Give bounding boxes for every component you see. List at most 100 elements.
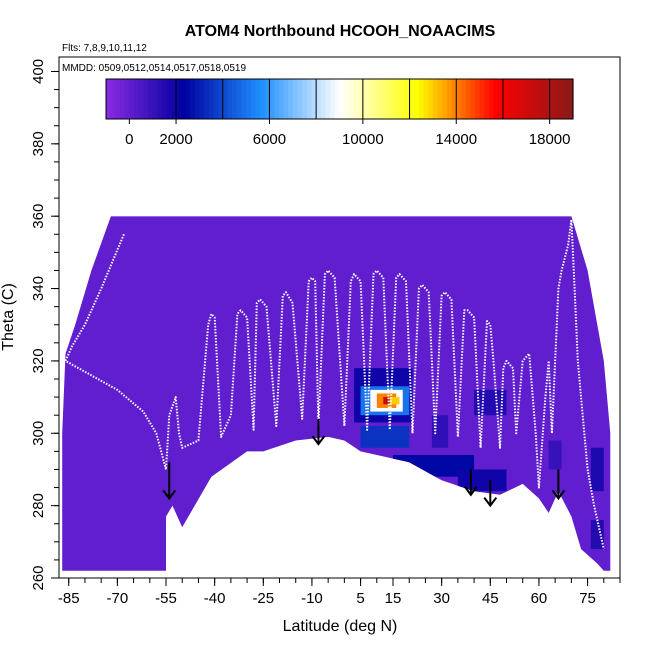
heatmap-cell [360,426,410,448]
colorbar-cell [208,79,215,119]
y-tick-label: 380 [30,131,47,156]
x-tick-label: -10 [301,590,323,607]
colorbar-cell [241,79,247,119]
colorbar-cell [390,79,397,119]
heatmap-cell [383,397,390,405]
colorbar-cell [372,79,378,119]
colorbar-cell [451,79,457,119]
x-tick-label: 15 [385,590,402,607]
colorbar-cell [204,79,210,119]
colorbar-cell [306,79,313,119]
colorbar-cell [129,79,135,119]
colorbar-cell [465,79,471,119]
colorbar-cell [428,79,434,119]
colorbar-cell [558,79,565,119]
colorbar-cell [138,79,144,119]
colorbar-cell [470,79,476,119]
flight-track [64,218,605,550]
colorbar-cell [563,79,569,119]
heatmap-cell [590,447,604,492]
colorbar-cell [288,79,294,119]
colorbar-cell [232,79,238,119]
colorbar-cell [124,79,130,119]
colorbar-cell [302,79,308,119]
down-arrow [311,418,326,446]
colorbar-cell [134,79,140,119]
colorbar-cell [218,79,224,119]
colorbar-cell [512,79,518,119]
colorbar-cell [269,79,275,119]
colorbar-cell [442,79,448,119]
colorbar-cell [535,79,541,119]
colorbar-cell [316,79,322,119]
colorbar-cell [330,79,336,119]
colorbar-cell [549,79,555,119]
colorbar-cell [255,79,261,119]
colorbar-cell [213,79,219,119]
colorbar-cell [106,79,112,119]
heatmap-cell [389,397,400,405]
colorbar-cell [339,79,345,119]
colorbar-cell [148,79,154,119]
colorbar-cell [227,79,233,119]
colorbar-cell [292,79,299,119]
colorbar-cell [418,79,425,119]
x-tick-label: -55 [155,590,177,607]
colorbar-cell [432,79,439,119]
colorbar-cell [185,79,191,119]
colorbar-cell [334,79,341,119]
plot-area [62,216,611,571]
colorbar-cell [474,79,481,119]
x-tick-label: 5 [356,590,364,607]
colorbar-cell [540,79,546,119]
colorbar-cell [222,79,229,119]
colorbar-cell [446,79,453,119]
x-tick-label: -70 [107,590,129,607]
colorbar-cell [115,79,121,119]
colorbar-cell [236,79,243,119]
colorbar-cell [367,79,373,119]
colorbar-cell [493,79,499,119]
down-arrow [483,480,498,508]
colorbar-cell [278,79,285,119]
colorbar-cell [283,79,289,119]
colorbar-cell [166,79,172,119]
arrow-layer [162,418,566,508]
colorbar-cell [386,79,392,119]
y-tick-label: 280 [30,493,47,518]
colorbar-cell [437,79,443,119]
colorbar-cell [162,79,168,119]
plot-frame [58,56,621,579]
colorbar-cell [526,79,532,119]
heatmap-layer [62,216,611,571]
y-tick-label: 340 [30,276,47,301]
colorbar-tick-label: 6000 [253,131,286,148]
y-tick-label: 300 [30,421,47,446]
colorbar-cell [404,79,411,119]
heatmap-background [62,216,611,571]
colorbar-cell [568,79,574,119]
down-arrow [162,462,177,501]
colorbar-cell [381,79,387,119]
x-tick-label: -40 [204,590,226,607]
colorbar-tick-label: 10000 [342,131,384,148]
colorbar-cell [348,79,355,119]
colorbar-cell [260,79,266,119]
colorbar-cell [376,79,383,119]
y-tick-label: 360 [30,204,47,229]
colorbar-cell [414,79,420,119]
colorbar-cell [180,79,186,119]
colorbar-cell [246,79,252,119]
colorbar-cell [274,79,280,119]
down-arrow [551,469,566,501]
colorbar-cell [362,79,369,119]
y-axis: 260 280 300 320 340 360 380 400 [30,59,59,591]
colorbar-cell [554,79,560,119]
colorbar-cell [395,79,401,119]
colorbar-cell [456,79,462,119]
colorbar-cell [530,79,537,119]
colorbar-cell [297,79,303,119]
colorbar: 0 2000 6000 10000 14000 18000 [105,78,574,148]
colorbar-frame [105,78,574,120]
y-tick-label: 320 [30,348,47,373]
